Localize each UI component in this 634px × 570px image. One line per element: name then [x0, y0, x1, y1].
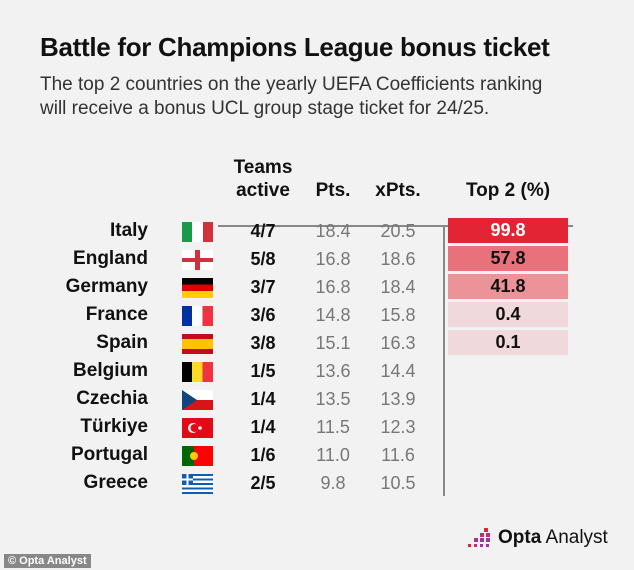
opta-logo-icon: [468, 528, 490, 547]
pts: 11.0: [316, 445, 350, 465]
england-flag-icon: [182, 250, 213, 270]
subtitle-line-1: The top 2 countries on the yearly UEFA C…: [40, 74, 543, 95]
country-name: Czechia: [76, 388, 148, 409]
header-teams-active: Teams active: [223, 156, 303, 202]
country-name: England: [73, 248, 148, 269]
xpts: 11.6: [381, 445, 415, 465]
teams-active: 3/8: [250, 333, 276, 353]
table-row: Italy 4/7 18.4 20.5 99.8: [0, 217, 634, 245]
header-pts: Pts.: [315, 180, 351, 201]
turkiye-flag-icon: [182, 418, 213, 438]
teams-active: 3/7: [250, 277, 276, 297]
xpts: 14.4: [380, 361, 416, 381]
greece-flag-icon: [182, 474, 213, 494]
header-divider: [218, 225, 573, 227]
top2-cell: 41.8: [448, 274, 568, 299]
table-row: Portugal 1/6 11.0 11.6: [0, 441, 634, 469]
teams-active: 2/5: [250, 473, 276, 493]
teams-active: 5/8: [250, 249, 276, 269]
country-name: Portugal: [70, 444, 148, 465]
table-row: Belgium 1/5 13.6 14.4: [0, 357, 634, 385]
pts: 13.6: [315, 361, 351, 381]
column-divider: [443, 225, 445, 496]
belgium-flag-icon: [182, 362, 213, 382]
pts: 16.8: [315, 249, 351, 269]
xpts: 20.5: [380, 221, 416, 241]
header-teams-line1: Teams: [233, 157, 293, 178]
pts: 14.8: [315, 305, 351, 325]
top2-cell: 57.8: [448, 246, 568, 271]
country-name: Spain: [96, 332, 148, 353]
spain-flag-icon: [182, 334, 213, 354]
teams-active: 1/4: [250, 417, 276, 437]
italy-flag-icon: [182, 222, 213, 242]
pts: 13.5: [315, 389, 351, 409]
country-name: France: [85, 304, 148, 325]
chart-title: Battle for Champions League bonus ticket: [40, 32, 550, 62]
xpts: 13.9: [380, 389, 416, 409]
teams-active: 1/4: [250, 389, 276, 409]
country-name: Türkiye: [80, 416, 148, 437]
top2-cell: 99.8: [448, 218, 568, 243]
country-name: Italy: [109, 220, 148, 241]
top2-cell: 0.4: [448, 302, 568, 327]
table-row: Czechia 1/4 13.5 13.9: [0, 385, 634, 413]
country-name: Belgium: [73, 360, 148, 381]
subtitle-line-2: will receive a bonus UCL group stage tic…: [40, 98, 490, 119]
xpts: 12.3: [380, 417, 416, 437]
teams-active: 1/5: [250, 361, 276, 381]
header-xpts: xPts.: [375, 180, 421, 201]
teams-active: 3/6: [250, 305, 276, 325]
table-row: Greece 2/5 9.8 10.5: [0, 469, 634, 497]
header-top2: Top 2 (%): [465, 180, 551, 201]
france-flag-icon: [182, 306, 213, 326]
pts: 11.5: [316, 417, 350, 437]
table-row: Türkiye 1/4 11.5 12.3: [0, 413, 634, 441]
opta-analyst-logo: Opta Analyst: [468, 527, 608, 549]
pts: 9.8: [320, 473, 346, 493]
country-name: Greece: [83, 472, 148, 493]
czechia-flag-icon: [182, 390, 213, 410]
table-row: France 3/6 14.8 15.8 0.4: [0, 301, 634, 329]
logo-analyst: Analyst: [545, 527, 608, 548]
pts: 15.1: [315, 333, 351, 353]
teams-active: 4/7: [250, 221, 276, 241]
table-row: Germany 3/7 16.8 18.4 41.8: [0, 273, 634, 301]
table-row: Spain 3/8 15.1 16.3 0.1: [0, 329, 634, 357]
pts: 18.4: [315, 221, 351, 241]
xpts: 16.3: [380, 333, 416, 353]
table-row: England 5/8 16.8 18.6 57.8: [0, 245, 634, 273]
teams-active: 1/6: [250, 445, 276, 465]
xpts: 15.8: [380, 305, 416, 325]
logo-opta: Opta: [498, 527, 542, 548]
top2-cell: 0.1: [448, 330, 568, 355]
header-teams-line2: active: [236, 180, 290, 201]
copyright: © Opta Analyst: [4, 554, 91, 568]
germany-flag-icon: [182, 278, 213, 298]
pts: 16.8: [315, 277, 351, 297]
xpts: 10.5: [380, 473, 416, 493]
xpts: 18.4: [380, 277, 416, 297]
country-name: Germany: [65, 276, 148, 297]
xpts: 18.6: [380, 249, 416, 269]
portugal-flag-icon: [182, 446, 213, 466]
